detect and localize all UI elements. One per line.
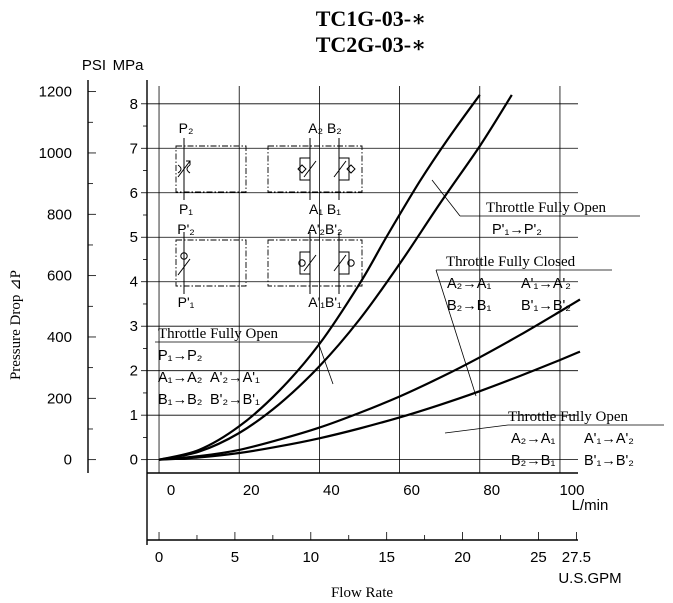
x-tick-label-60: 60 [403,482,420,499]
callout-1-line-0-part-0: Throttle Fully Open [158,326,278,342]
port-label-p1-prime: P'₁ [178,294,195,310]
y-secondary-unit: PSI [82,57,106,74]
y-tick-label-3: 3 [130,318,138,335]
chart-title-line-1: TC1G-03-∗ [316,6,427,31]
psi-tick-label-1200: 1200 [39,84,72,101]
psi-tick-label-0: 0 [64,452,72,469]
x-secondary-unit: U.S.GPM [558,570,621,587]
symbol-single-top: P₂ P₁ [175,120,247,217]
callout-4-line-0-part-0: Throttle Fully Open [508,409,628,425]
valve-symbols: P₂ P₁ A₂ B₂ A₁ B₁ P'₂ P'₁ [175,120,363,310]
psi-tick-label-400: 400 [47,329,72,346]
callout-3-line-2-part-1: B'₁→B'₂ [521,298,571,314]
callout-4-line-1-part-1: A'₁→A'₂ [584,431,634,447]
port-label-p2: P₂ [179,120,194,136]
gpm-tick-label-15: 15 [378,549,395,566]
gpm-tick-label-27.5: 27.5 [562,549,591,566]
x-tick-label-100: 100 [559,482,584,499]
callout-open-a2-a1: Throttle Fully Open A₂→A₁ A'₁→A'₂ B₂→B₁ B'₁→… [508,409,634,469]
callout-leaders [155,179,664,434]
axes [87,80,578,545]
psi-tick-label-1000: 1000 [39,145,72,162]
series-line-4 [158,350,581,461]
grid [147,86,578,473]
callout-open-p1-p2: Throttle Fully Open P₁→P₂ A₁→A₂ A'₂→A'₁ B₁→B… [158,326,278,408]
port-label-a1p-b1p: A'₁B'₁ [308,294,342,310]
y-tick-label-5: 5 [130,229,138,246]
callout-1-line-3-part-0: B₁→B₂ [158,392,202,408]
symbol-single-bottom: P'₂ P'₁ [175,221,247,310]
y-tick-label-1: 1 [130,407,138,424]
chart-title-line-2: TC2G-03-∗ [316,32,427,57]
gpm-tick-label-0: 0 [155,549,163,566]
callout-2-line-0-part-0: Throttle Fully Open [486,200,606,216]
port-label-a2-b2: A₂ B₂ [308,120,341,136]
y-primary-unit: MPa [113,57,145,74]
series-lines [158,94,581,461]
symbol-dual-top: A₂ B₂ A₁ B₁ [267,120,363,217]
x-axis-title: Flow Rate [331,585,393,601]
tick-labels: 0 20 40 60 80 1000123456780200400600800100012… [39,84,591,566]
y-tick-label-7: 7 [130,140,138,157]
callout-4-line-2-part-1: B'₁→B'₂ [584,453,634,469]
callout-3-line-1-part-0: A₂→A₁ [447,276,491,292]
callout-3-line-0-part-0: Throttle Fully Closed [446,254,576,270]
x-tick-label-40: 40 [323,482,340,499]
callout-3-line-1-part-1: A'₁→A'₂ [521,276,571,292]
callout-3-line-2-part-0: B₂→B₁ [447,298,491,314]
x-tick-label-20: 20 [243,482,260,499]
callout-1-line-1-part-0: P₁→P₂ [158,348,202,364]
series-line-1 [158,94,481,461]
y-tick-label-8: 8 [130,96,138,113]
callout-1-line-3-part-1: B'₂→B'₁ [210,392,260,408]
series-line-3 [158,298,581,461]
y-tick-label-2: 2 [130,363,138,380]
x-tick-label-0: 0 [167,482,175,499]
port-label-p1: P₁ [179,201,193,217]
port-label-p2-prime: P'₂ [177,221,194,237]
callout-4-line-2-part-0: B₂→B₁ [511,453,555,469]
series-line-2 [158,94,513,461]
psi-tick-label-600: 600 [47,268,72,285]
y-axis-title: Pressure Drop ⊿P [8,270,24,380]
y-tick-label-6: 6 [130,185,138,202]
port-label-a2p-b2p: A'₂B'₂ [308,221,343,237]
callout-4-line-1-part-0: A₂→A₁ [511,431,555,447]
callout-open-p1p-p2p: Throttle Fully Open P'₁→P'₂ [486,200,606,238]
symbol-dual-bottom: A'₂B'₂ A'₁B'₁ [267,221,363,310]
callout-1-line-2-part-1: A'₂→A'₁ [210,370,260,386]
callout-1-line-2-part-0: A₁→A₂ [158,370,202,386]
gpm-tick-label-25: 25 [530,549,547,566]
port-label-a1-b1: A₁ B₁ [309,201,341,217]
callout-closed-a2-a1: Throttle Fully Closed A₂→A₁ A'₁→A'₂ B₂→B₁ B'… [446,254,576,314]
y-tick-label-4: 4 [130,274,138,291]
psi-tick-label-200: 200 [47,390,72,407]
y-tick-label-0: 0 [130,452,138,469]
x-tick-label-80: 80 [483,482,500,499]
callout-2-line-1-part-0: P'₁→P'₂ [492,222,542,238]
gpm-tick-label-20: 20 [454,549,471,566]
gpm-tick-label-10: 10 [302,549,319,566]
gpm-tick-label-5: 5 [231,549,239,566]
x-primary-unit: L/min [572,497,609,514]
psi-tick-label-800: 800 [47,206,72,223]
